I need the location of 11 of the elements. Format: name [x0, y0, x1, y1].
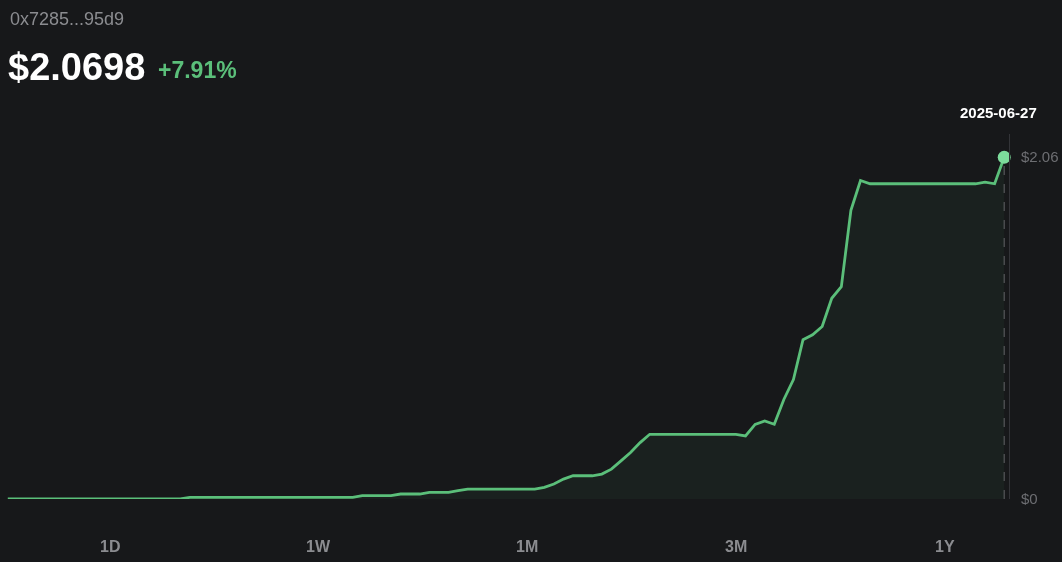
text: 0x7285...95d9	[10, 9, 125, 29]
text: 2025-06-27	[960, 104, 1037, 121]
y-tick-label: $0	[1021, 490, 1038, 508]
text: 1D	[100, 538, 121, 555]
text: 1W	[306, 538, 331, 555]
chart-subtitle: +7.91%	[158, 57, 237, 83]
chart-title: $2.0698	[8, 46, 146, 89]
text: 1M	[516, 538, 539, 555]
y-tick-label: $2.06	[1021, 148, 1059, 166]
text: 1Y	[935, 538, 955, 555]
text: 3M	[725, 538, 748, 555]
